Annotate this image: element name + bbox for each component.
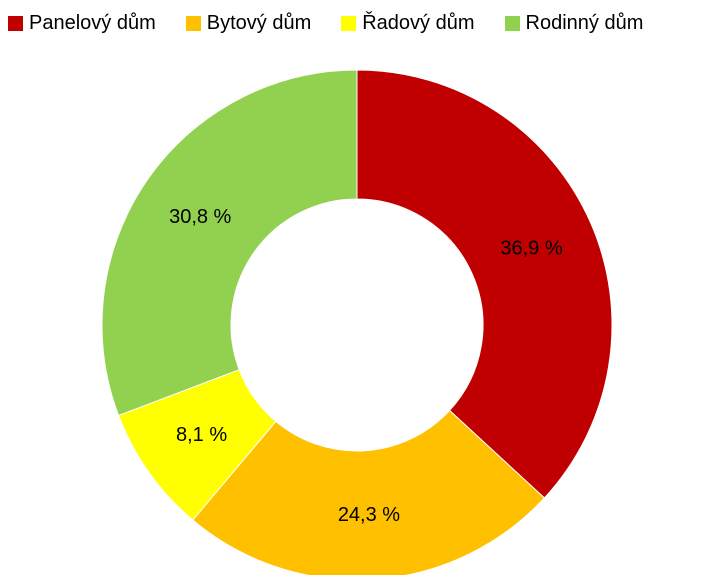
legend-label: Bytový dům (206, 12, 312, 34)
legend-swatch (185, 15, 201, 31)
slice-value-label: 30,8 % (169, 206, 231, 228)
legend-swatch (8, 15, 23, 31)
legend-item: Rodinný dům (504, 11, 644, 35)
legend-swatch (504, 15, 520, 31)
legend-label: Řadový dům (362, 12, 475, 34)
chart-legend: Panelový dům Bytový dům Řadový dům Rodinný … (8, 9, 704, 37)
legend-item: Bytový dům (185, 11, 312, 35)
donut-slice (101, 69, 358, 417)
donut-slice (192, 409, 546, 575)
slice-value-label: 8,1 % (176, 424, 227, 446)
legend-label: Panelový dům (29, 12, 156, 34)
slice-value-label: 24,3 % (338, 504, 400, 526)
legend-item: Řadový dům (341, 11, 475, 35)
legend-item: Panelový dům (8, 11, 156, 35)
donut-slice (356, 69, 613, 499)
legend-swatch (341, 15, 357, 31)
legend-label: Rodinný dům (525, 12, 644, 34)
slice-value-label: 36,9 % (500, 238, 562, 260)
